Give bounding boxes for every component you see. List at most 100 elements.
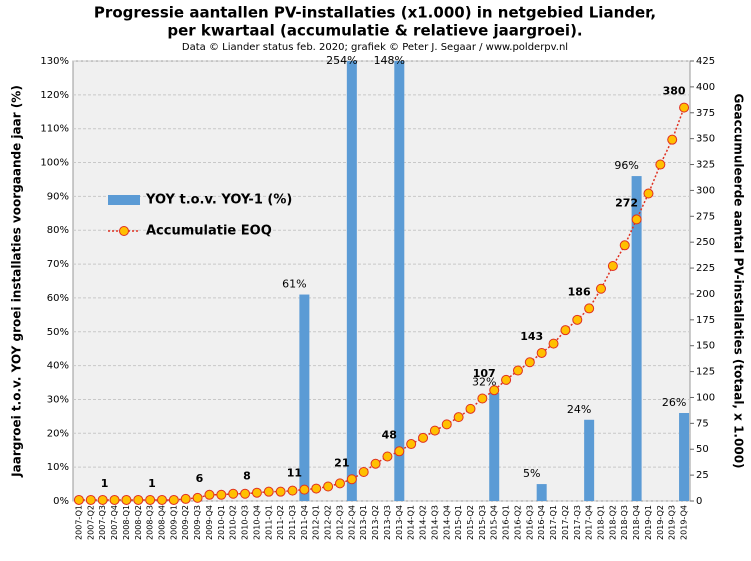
line-marker	[477, 393, 488, 404]
line-marker	[524, 357, 535, 368]
x-tick-label: 2012-Q3	[335, 505, 344, 540]
legend-label: YOY t.o.v. YOY-1 (%)	[145, 193, 292, 208]
line-marker	[631, 214, 642, 225]
y2-tick-label: 350	[696, 134, 715, 145]
x-tick-label: 2018-Q3	[620, 505, 629, 540]
bar	[584, 419, 595, 501]
y-tick-label: 10%	[47, 462, 69, 473]
x-tick-label: 2007-Q2	[86, 505, 95, 540]
line-marker	[168, 494, 179, 505]
line-marker	[121, 494, 132, 505]
line-value-label: 143	[520, 330, 543, 343]
line-marker	[358, 467, 369, 478]
x-tick-label: 2014-Q4	[442, 505, 451, 540]
subtitle: Data © Liander status feb. 2020; grafiek…	[182, 42, 568, 53]
x-tick-label: 2007-Q1	[74, 505, 83, 540]
x-tick-label: 2019-Q1	[644, 505, 653, 540]
line-marker	[251, 487, 262, 498]
line-marker	[97, 494, 108, 505]
y2-tick-label: 25	[696, 470, 709, 481]
line-value-label: 6	[196, 472, 204, 485]
x-tick-label: 2009-Q2	[181, 505, 190, 540]
line-marker	[429, 425, 440, 436]
x-tick-label: 2016-Q1	[502, 505, 511, 540]
bar-value-label: 148%	[374, 54, 405, 67]
legend-swatch	[108, 195, 140, 205]
x-tick-label: 2009-Q1	[169, 505, 178, 540]
line-marker	[156, 494, 167, 505]
y-tick-label: 130%	[40, 56, 69, 67]
y2-tick-label: 50	[696, 444, 709, 455]
line-marker	[536, 347, 547, 358]
x-tick-label: 2015-Q4	[490, 505, 499, 540]
line-marker	[73, 494, 84, 505]
y-tick-label: 60%	[47, 293, 69, 304]
y2-tick-label: 125	[696, 367, 715, 378]
x-tick-label: 2019-Q2	[656, 505, 665, 540]
line-marker	[572, 314, 583, 325]
bar	[299, 294, 310, 501]
x-tick-label: 2011-Q2	[276, 505, 285, 540]
x-tick-label: 2011-Q1	[264, 505, 273, 540]
y2-tick-label: 300	[696, 185, 715, 196]
line-value-label: 1	[101, 477, 109, 490]
x-tick-label: 2012-Q2	[324, 505, 333, 540]
y2-tick-label: 150	[696, 341, 715, 352]
y-tick-label: 80%	[47, 225, 69, 236]
x-tick-label: 2008-Q2	[134, 505, 143, 540]
line-marker	[489, 385, 500, 396]
line-value-label: 107	[473, 367, 496, 380]
y2-tick-label: 250	[696, 237, 715, 248]
bar	[489, 392, 500, 501]
x-tick-label: 2009-Q4	[205, 505, 214, 540]
x-tick-label: 2009-Q3	[193, 505, 202, 540]
line-marker	[596, 283, 607, 294]
line-marker	[465, 403, 476, 414]
line-marker	[441, 419, 452, 430]
bar-value-label: 61%	[282, 278, 306, 291]
x-tick-label: 2013-Q1	[359, 505, 368, 540]
x-tick-label: 2012-Q4	[347, 505, 356, 540]
line-marker	[85, 494, 96, 505]
line-marker	[180, 493, 191, 504]
x-tick-label: 2018-Q4	[632, 505, 641, 540]
bar-value-label: 32%	[472, 376, 496, 389]
line-marker	[406, 439, 417, 450]
line-value-label: 48	[382, 428, 397, 441]
legend-label: Accumulatie EOQ	[146, 224, 272, 239]
line-marker	[133, 494, 144, 505]
line-marker	[501, 374, 512, 385]
line-marker	[643, 188, 654, 199]
y-tick-label: 70%	[47, 259, 69, 270]
line-marker	[394, 446, 405, 457]
bar-value-label: 96%	[614, 159, 638, 172]
y-tick-label: 120%	[40, 90, 69, 101]
x-tick-label: 2014-Q3	[430, 505, 439, 540]
line-marker	[667, 134, 678, 145]
line-marker	[584, 303, 595, 314]
line-marker	[109, 494, 120, 505]
line-marker	[216, 489, 227, 500]
line-marker	[607, 260, 618, 271]
x-tick-label: 2010-Q1	[217, 505, 226, 540]
x-tick-label: 2018-Q2	[608, 505, 617, 540]
x-tick-label: 2008-Q1	[122, 505, 131, 540]
bar-value-label: 24%	[567, 403, 591, 416]
x-tick-label: 2015-Q3	[478, 505, 487, 540]
y2-tick-label: 75	[696, 418, 709, 429]
x-tick-label: 2017-Q4	[585, 505, 594, 540]
line-marker	[240, 488, 251, 499]
line-marker	[655, 159, 666, 170]
y-tick-label: 0%	[53, 496, 69, 507]
line-marker	[299, 484, 310, 495]
y-tick-label: 110%	[40, 124, 69, 135]
line-marker	[192, 492, 203, 503]
legend-swatch	[119, 226, 129, 236]
bar	[536, 484, 547, 501]
x-tick-label: 2015-Q1	[454, 505, 463, 540]
x-tick-label: 2010-Q2	[229, 505, 238, 540]
y-tick-label: 100%	[40, 158, 69, 169]
line-value-label: 21	[334, 456, 349, 469]
line-marker	[228, 488, 239, 499]
